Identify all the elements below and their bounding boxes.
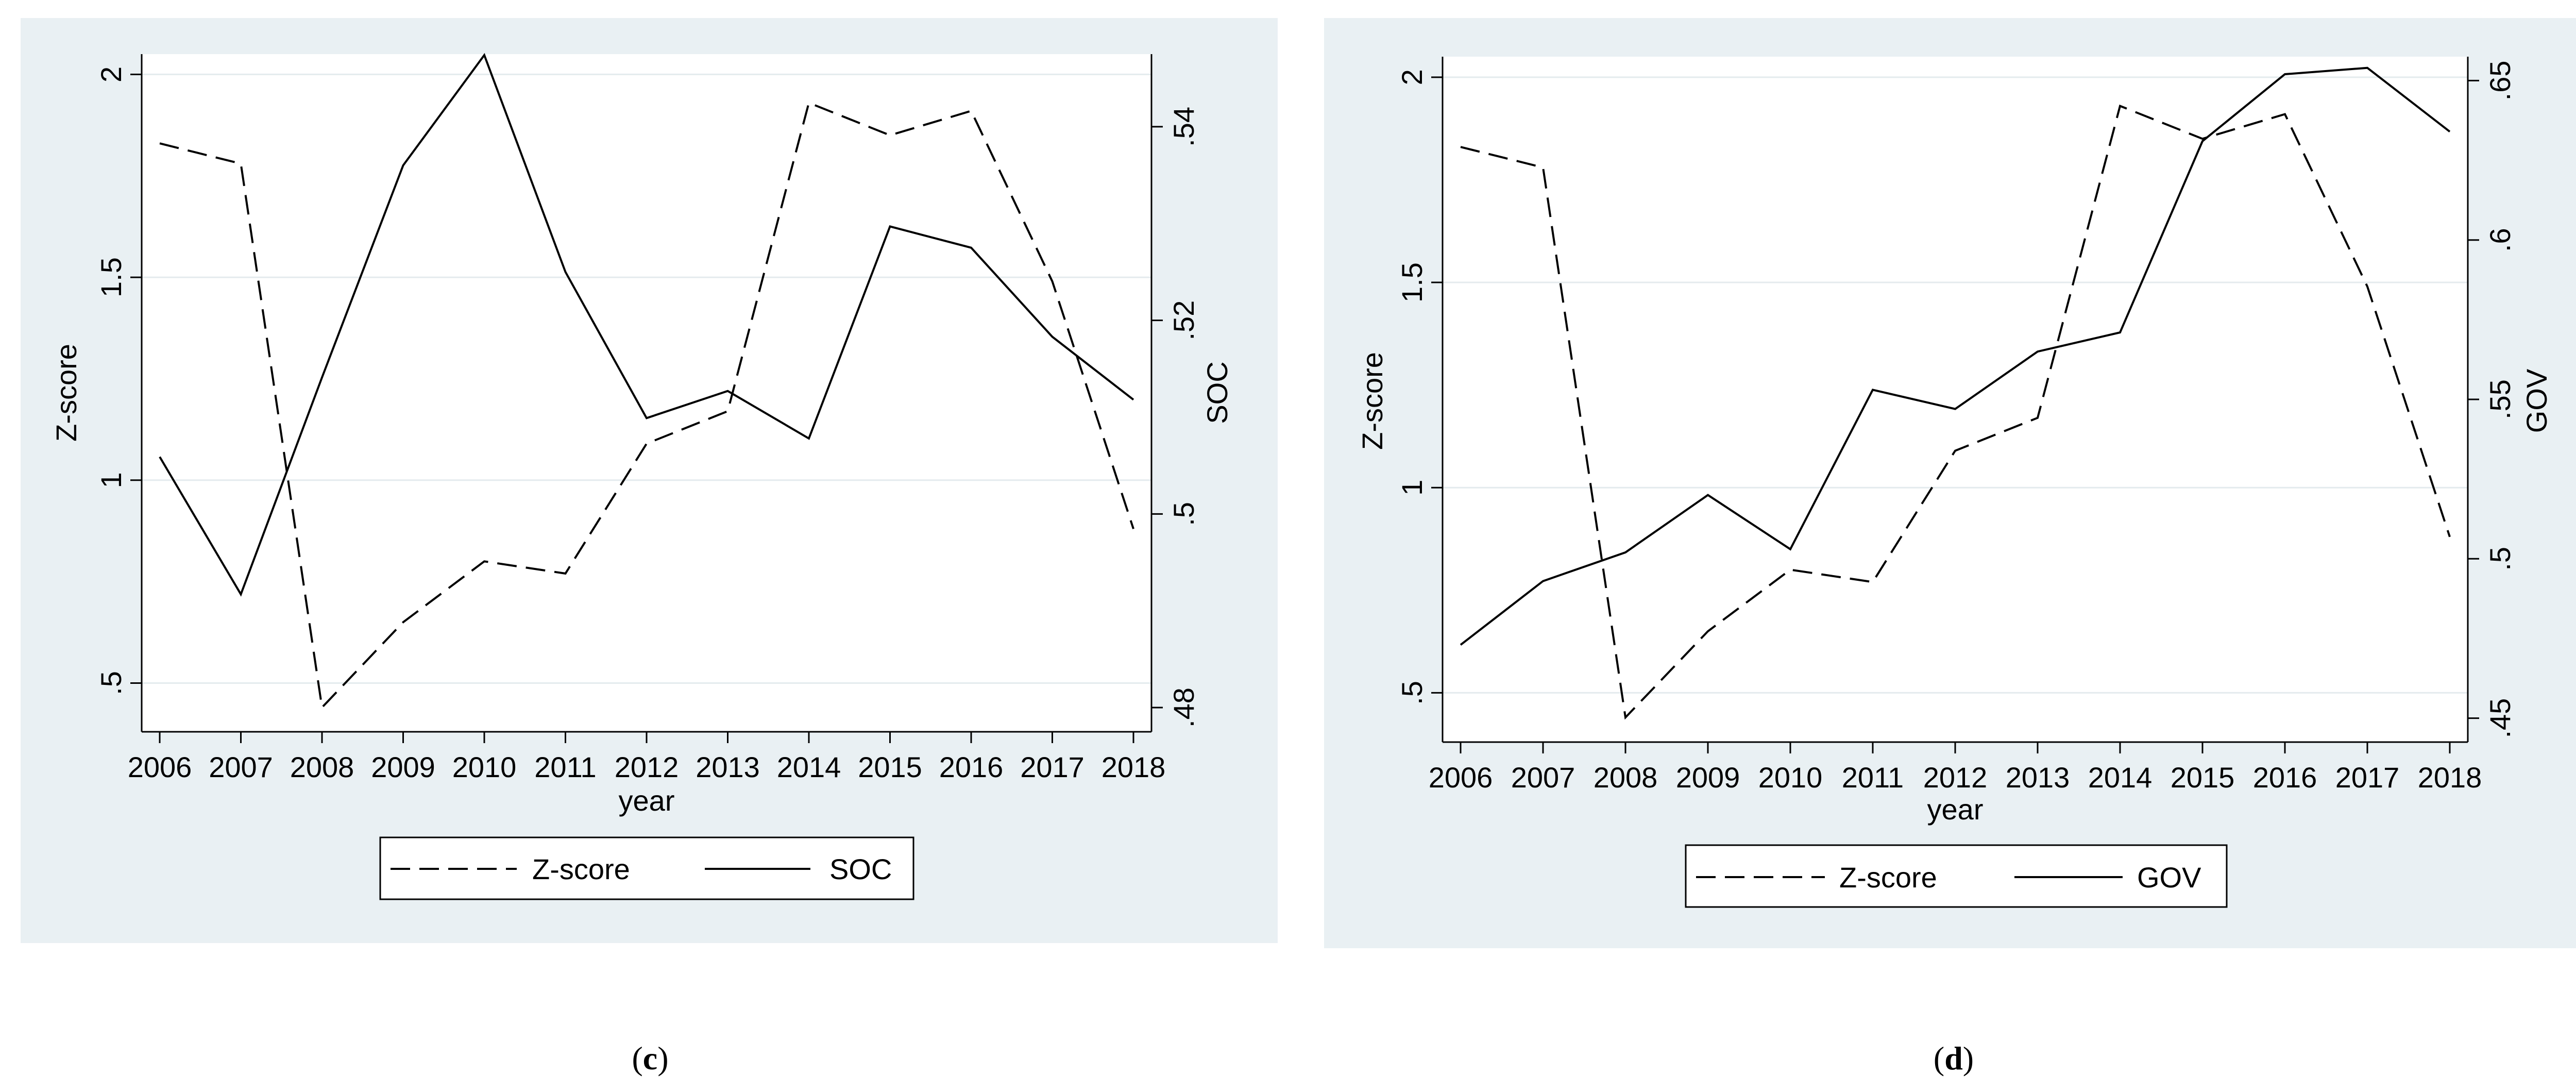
panel-c-left-tick-label: 1.5 [95, 257, 127, 297]
panel-c-left-ticks: .5 1 1.5 2 [95, 66, 142, 695]
panel-c-series [159, 53, 1134, 710]
panel-c-left-tick-label: 1 [95, 472, 127, 488]
panel-d-x-tick-label: 2008 [1594, 761, 1658, 794]
panel-d-x-tick-label: 2018 [2418, 761, 2482, 794]
panel-d-series-z-score [1460, 104, 2451, 720]
panel-d-caption: (d) [1934, 1040, 1974, 1077]
panel-d-plot-area [1443, 57, 2468, 742]
panel-d-x-tick-label: 2014 [2088, 761, 2153, 794]
panel-c-x-tick-label: 2011 [534, 751, 596, 783]
panel-c-right-ticks: .48 .5 .52 .54 [1151, 107, 1200, 728]
panel-d-left-axis-title: Z-score [1356, 352, 1388, 450]
panel-d-left-ticks: .5 1 1.5 2 [1396, 69, 1443, 705]
panel-c-x-tick-label: 2009 [371, 751, 435, 783]
panel-c-left-tick-label: 2 [95, 66, 127, 82]
panel-c-x-tick-label: 2006 [128, 751, 192, 783]
panel-d-x-tick-label: 2011 [1842, 761, 1904, 794]
panel-c-x-tick-label: 2017 [1020, 751, 1084, 783]
panel-d-right-tick-label: .55 [2484, 379, 2516, 419]
panel-d-x-tick-label: 2007 [1511, 761, 1575, 794]
panel-d-x-tick-label: 2013 [2006, 761, 2070, 794]
panel-c: 2006 2007 2008 2009 2010 2011 2012 2013 2014 2015… [21, 18, 1278, 943]
panel-d: 2006 2007 2008 2009 2010 2011 2012 2013 2014 2015… [1324, 18, 2576, 948]
panel-c-x-ticks: 2006 2007 2008 2009 2010 2011 2012 2013 2014 2015… [128, 732, 1166, 783]
panel-c-right-tick-label: .48 [1167, 687, 1200, 728]
panel-d-legend: Z-score GOV [1685, 844, 2228, 908]
panel-c-right-tick-label: .5 [1167, 502, 1200, 526]
panel-d-right-tick-label: .5 [2484, 547, 2516, 571]
panel-c-x-tick-label: 2007 [209, 751, 273, 783]
panel-d-x-axis-title: year [1927, 793, 1984, 826]
panel-c-left-axis-title: Z-score [50, 344, 82, 442]
panel-c-legend-box [379, 836, 914, 900]
panel-d-right-ticks: .45 .5 .55 .6 .65 [2468, 60, 2516, 738]
panel-c-right-tick-label: .54 [1167, 107, 1200, 147]
panel-d-gridlines [1443, 76, 2468, 694]
panel-c-right-axis-title: SOC [1201, 361, 1233, 424]
panel-c-gridlines [142, 73, 1151, 684]
panel-c-x-tick-label: 2008 [290, 751, 354, 783]
panel-c-caption: (c) [632, 1040, 668, 1077]
panel-c-right-tick-label: .52 [1167, 300, 1200, 341]
panel-d-x-tick-label: 2006 [1429, 761, 1493, 794]
panel-d-series [1460, 66, 2451, 720]
panel-d-x-tick-label: 2012 [1923, 761, 1988, 794]
panel-d-legend-box [1685, 844, 2228, 908]
panel-d-right-tick-label: .45 [2484, 698, 2516, 738]
panel-c-x-tick-label: 2016 [939, 751, 1004, 783]
panel-d-right-tick-label: .6 [2484, 228, 2516, 252]
panel-c-series-soc [159, 53, 1134, 597]
panel-c-x-tick-label: 2012 [615, 751, 679, 783]
panel-c-x-tick-label: 2014 [777, 751, 841, 783]
panel-c-x-axis-title: year [619, 784, 675, 817]
panel-c-x-tick-label: 2015 [858, 751, 922, 783]
panel-c-x-tick-label: 2013 [696, 751, 760, 783]
panel-d-x-tick-label: 2015 [2171, 761, 2235, 794]
panel-c-plot-area [142, 54, 1151, 732]
panel-c-x-tick-label: 2018 [1101, 751, 1166, 783]
panel-d-left-tick-label: 1.5 [1396, 262, 1428, 303]
panel-c-legend-label-soc: SOC [829, 853, 892, 885]
panel-d-legend-label-gov: GOV [2137, 861, 2201, 894]
panel-c-legend: Z-score SOC [379, 836, 914, 900]
panel-d-x-tick-label: 2009 [1676, 761, 1740, 794]
panel-c-legend-label-z-score: Z-score [532, 853, 630, 885]
panel-d-left-tick-label: .5 [1396, 681, 1428, 705]
panel-d-legend-label-z-score: Z-score [1839, 861, 1937, 894]
panel-d-x-ticks: 2006 2007 2008 2009 2010 2011 2012 2013 2014 2015… [1429, 742, 2482, 794]
panel-c-left-tick-label: .5 [95, 671, 127, 695]
panel-d-right-axis-title: GOV [2520, 368, 2553, 433]
panel-d-series-gov [1460, 66, 2451, 646]
panel-d-left-tick-label: 2 [1396, 69, 1428, 85]
panel-d-x-tick-label: 2016 [2253, 761, 2317, 794]
panel-d-right-tick-label: .65 [2484, 60, 2516, 100]
panel-d-x-tick-label: 2017 [2335, 761, 2400, 794]
panel-c-x-tick-label: 2010 [452, 751, 517, 783]
panel-d-left-tick-label: 1 [1396, 480, 1428, 496]
panel-d-x-tick-label: 2010 [1758, 761, 1823, 794]
